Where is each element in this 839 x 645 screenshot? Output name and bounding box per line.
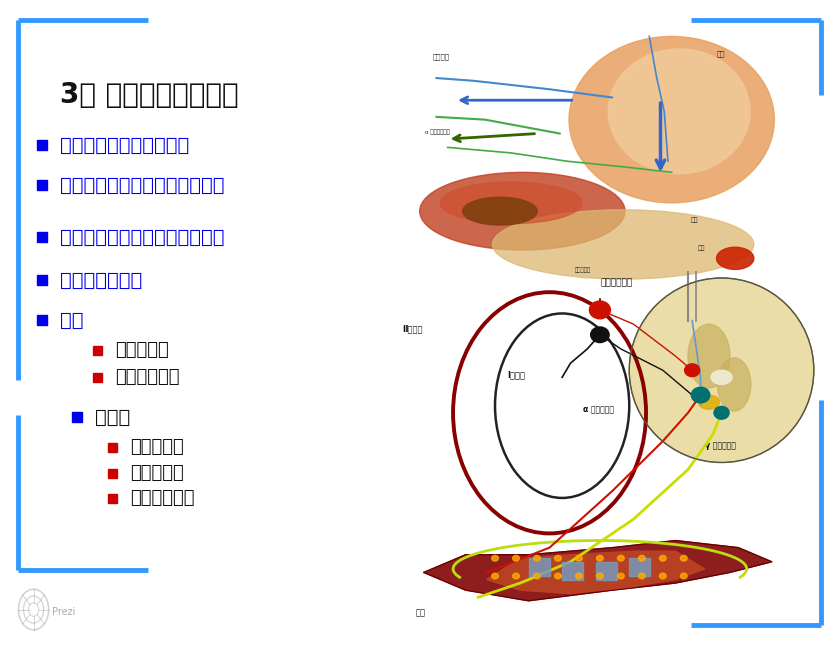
Ellipse shape xyxy=(711,370,732,384)
Bar xyxy=(92,346,102,355)
Text: 感受器是肌肉中的肌梭；: 感受器是肌肉中的肌梭； xyxy=(60,135,190,155)
Text: 张力感受器: 张力感受器 xyxy=(130,438,184,456)
Text: 甄张反射过程: 甄张反射过程 xyxy=(115,368,180,386)
Bar xyxy=(629,558,650,576)
Text: Ⅰ类纤维: Ⅰ类纤维 xyxy=(508,370,525,379)
Bar xyxy=(107,442,117,451)
Circle shape xyxy=(659,555,666,561)
Text: 长度感受器: 长度感受器 xyxy=(115,341,169,359)
Text: α 运动神经纤维: α 运动神经纤维 xyxy=(425,129,451,135)
Ellipse shape xyxy=(717,358,751,411)
Circle shape xyxy=(591,327,609,342)
Circle shape xyxy=(576,573,582,579)
Text: γ 运动神经元: γ 运动神经元 xyxy=(705,441,736,450)
Bar xyxy=(37,180,47,190)
Circle shape xyxy=(597,555,603,561)
Bar xyxy=(596,562,617,579)
Ellipse shape xyxy=(420,172,625,250)
Circle shape xyxy=(638,555,645,561)
Circle shape xyxy=(714,406,729,419)
Circle shape xyxy=(513,573,519,579)
Circle shape xyxy=(492,555,498,561)
Circle shape xyxy=(534,573,540,579)
Text: 肌腱: 肌腱 xyxy=(690,217,698,223)
Circle shape xyxy=(576,555,582,561)
Bar xyxy=(37,275,47,285)
Bar xyxy=(37,140,47,150)
Circle shape xyxy=(659,573,666,579)
Text: 效应器是肌肉中的梭外肌维维；: 效应器是肌肉中的梭外肌维维； xyxy=(60,175,225,195)
Text: Prezi: Prezi xyxy=(52,607,76,617)
Text: Ⅱ类纤维: Ⅱ类纤维 xyxy=(403,324,423,333)
Ellipse shape xyxy=(608,49,750,174)
Text: 抑制甄张反射: 抑制甄张反射 xyxy=(130,489,195,507)
Circle shape xyxy=(513,555,519,561)
Ellipse shape xyxy=(717,247,753,270)
Bar xyxy=(37,315,47,325)
Circle shape xyxy=(680,573,687,579)
Text: 感觉神经: 感觉神经 xyxy=(433,54,450,60)
Ellipse shape xyxy=(688,324,730,388)
Circle shape xyxy=(534,555,540,561)
Bar xyxy=(107,493,117,502)
Text: 腱弓: 腱弓 xyxy=(698,245,706,251)
Ellipse shape xyxy=(569,36,774,203)
Text: 梭外肌纤维: 梭外肌纤维 xyxy=(575,268,591,273)
Circle shape xyxy=(597,573,603,579)
Circle shape xyxy=(680,555,687,561)
Text: 3、 甄张反射的反射弧: 3、 甄张反射的反射弧 xyxy=(60,81,238,109)
Ellipse shape xyxy=(462,197,537,225)
Text: 感受器与效应器在同一肌肉中；: 感受器与效应器在同一肌肉中； xyxy=(60,228,225,246)
Circle shape xyxy=(589,301,610,319)
Circle shape xyxy=(492,573,498,579)
Ellipse shape xyxy=(492,210,753,279)
Text: 腱器官: 腱器官 xyxy=(95,408,130,426)
Circle shape xyxy=(555,573,561,579)
Bar xyxy=(92,373,102,381)
Text: α 运动神经元: α 运动神经元 xyxy=(583,406,614,415)
Text: 高位运动中枢: 高位运动中枢 xyxy=(601,278,633,287)
Circle shape xyxy=(638,573,645,579)
Circle shape xyxy=(618,555,624,561)
Ellipse shape xyxy=(698,395,719,410)
Polygon shape xyxy=(424,541,772,601)
Bar xyxy=(72,412,82,422)
Text: 肌梭: 肌梭 xyxy=(415,608,425,617)
Text: 脊髓: 脊髓 xyxy=(717,51,725,57)
Bar xyxy=(37,232,47,242)
Ellipse shape xyxy=(629,278,814,462)
Bar xyxy=(107,468,117,477)
Circle shape xyxy=(618,573,624,579)
Text: 肌梭: 肌梭 xyxy=(60,310,84,330)
Polygon shape xyxy=(487,551,705,593)
Circle shape xyxy=(555,555,561,561)
Circle shape xyxy=(685,364,700,377)
Ellipse shape xyxy=(440,182,582,224)
Bar xyxy=(529,558,550,576)
Bar xyxy=(562,562,583,579)
Circle shape xyxy=(691,387,710,403)
Text: 有两种感受器：: 有两种感受器： xyxy=(60,270,143,290)
Text: 与肌腱串联: 与肌腱串联 xyxy=(130,464,184,482)
